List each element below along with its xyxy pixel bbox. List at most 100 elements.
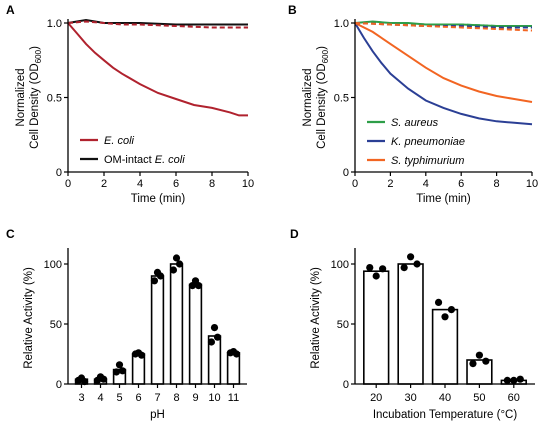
y-axis-title-group: Relative Activity (%) [310, 267, 322, 369]
series-line-2 [354, 22, 533, 103]
x-tick-label: 2 [387, 178, 393, 190]
x-tick-label: 50 [473, 392, 485, 404]
panel-label: B [288, 3, 297, 17]
legend-label: S. typhimurium [391, 155, 464, 167]
y-axis-title-line1: Normalized [15, 68, 27, 126]
bar [397, 263, 424, 385]
x-tick-label: 11 [228, 392, 239, 404]
dashed-series-line-3 [355, 22, 533, 29]
panel-a-line-chart: A 0 2 4 6 8 10 0 0.5 1.0 Time (min) Normalized Cell … [6, 3, 254, 205]
x-tick-label: 20 [370, 392, 382, 404]
replicate-point [475, 351, 483, 359]
replicate-point [194, 282, 203, 290]
x-tick-label: 4 [137, 178, 143, 190]
replicate-point [503, 376, 511, 384]
x-tick-label: 6 [173, 178, 179, 190]
replicate-point [172, 254, 181, 262]
y-tick-label: 0 [56, 379, 62, 391]
y-axis-title-main: Cell Density (OD [316, 63, 328, 149]
y-tick-label: 0 [343, 167, 349, 179]
x-tick-label: 0 [352, 178, 358, 190]
panel-label: A [6, 3, 15, 17]
legend-label: OM-intact E. coli [104, 154, 185, 166]
x-tick-label: 4 [97, 392, 103, 404]
replicate-point [469, 360, 477, 368]
legend-label: S. aureus [391, 117, 439, 129]
x-tick-label: 8 [173, 392, 179, 404]
replicate-point [366, 264, 374, 272]
x-tick-label: 6 [458, 178, 464, 190]
dashed-series-line-2 [67, 20, 248, 29]
panel-c-bar-chart: C 3 4 5 6 7 8 9 10 11 0 50 100 pH Relative Activity (%… [6, 227, 247, 421]
replicate-point [232, 350, 241, 358]
series-line-1 [354, 22, 533, 126]
x-tick-label: 8 [494, 178, 500, 190]
panel-label: D [290, 227, 299, 241]
replicate-point [441, 313, 449, 321]
series-line-0 [67, 22, 248, 117]
x-tick-label: 9 [192, 392, 198, 404]
y-tick-label: 1.0 [47, 18, 62, 30]
panel-b-line-chart: B 0 2 4 6 8 10 0 0.5 1.0 Time (min) Normalized Cell … [288, 3, 538, 205]
y-axis-title-line2: Cell Density (OD600) [29, 46, 43, 149]
replicate-point [99, 375, 108, 383]
y-axis-title-subscript: 600 [321, 49, 330, 63]
x-axis-title: Time (min) [416, 193, 471, 205]
y-axis-title-close: ) [29, 46, 41, 50]
replicate-point [115, 361, 124, 369]
replicate-point [372, 272, 380, 280]
y-tick-label: 1.0 [334, 18, 349, 30]
replicate-point [213, 333, 222, 341]
y-axis-title: Relative Activity (%) [23, 267, 35, 369]
y-axis-title-line2: Cell Density (OD600) [316, 46, 330, 149]
bar [150, 275, 165, 385]
panel-label: C [6, 227, 15, 241]
x-tick-label: 5 [116, 392, 122, 404]
bar [169, 263, 184, 385]
replicate-point [137, 351, 146, 359]
y-axis-title-main: Cell Density (OD [29, 63, 41, 149]
y-tick-label: 0 [56, 167, 62, 179]
replicate-point [156, 272, 165, 280]
x-tick-label: 8 [209, 178, 215, 190]
legend-label-prefix: OM-intact [104, 154, 155, 166]
y-axis-title-close: ) [316, 46, 328, 50]
x-tick-label: 2 [101, 178, 107, 190]
x-axis-title: pH [150, 409, 165, 421]
replicate-point [150, 277, 159, 285]
replicate-point [447, 306, 456, 314]
y-axis-title: Normalized Cell Density (OD600) [302, 46, 330, 149]
y-tick-label: 50 [50, 319, 62, 331]
x-tick-label: 0 [65, 178, 71, 190]
replicate-point [482, 357, 490, 365]
bar [431, 308, 459, 385]
legend-label: E. coli [104, 135, 135, 147]
y-axis-title: Relative Activity (%) [310, 267, 322, 369]
y-tick-label: 50 [337, 319, 349, 331]
x-tick-label: 10 [242, 178, 254, 190]
x-tick-label: 6 [135, 392, 141, 404]
y-axis-title: Normalized Cell Density (OD600) [15, 46, 43, 149]
bar [226, 351, 241, 385]
x-tick-label: 30 [404, 392, 416, 404]
replicate-point [112, 368, 121, 376]
x-tick-label: 10 [208, 392, 220, 404]
y-axis-title-group: Relative Activity (%) [23, 267, 35, 369]
y-axis-title-subscript: 600 [34, 49, 43, 63]
y-tick-label: 100 [331, 259, 349, 271]
y-tick-label: 100 [44, 259, 62, 271]
replicate-point [175, 260, 184, 268]
replicate-point [413, 260, 421, 268]
replicate-point [169, 266, 178, 274]
replicate-point [118, 367, 127, 375]
legend-label-species: E. coli [155, 154, 186, 166]
bar [188, 283, 203, 385]
replicate-point [400, 264, 408, 272]
y-tick-label: 0.5 [47, 93, 62, 105]
x-axis-title: Incubation Temperature (°C) [373, 409, 518, 421]
panel-d-bar-chart: D 20 30 40 50 60 0 50 100 Incubation Temperature … [290, 227, 535, 421]
x-tick-label: 40 [439, 392, 451, 404]
replicate-point [379, 265, 387, 273]
legend-label: K. pneumoniae [391, 136, 465, 148]
